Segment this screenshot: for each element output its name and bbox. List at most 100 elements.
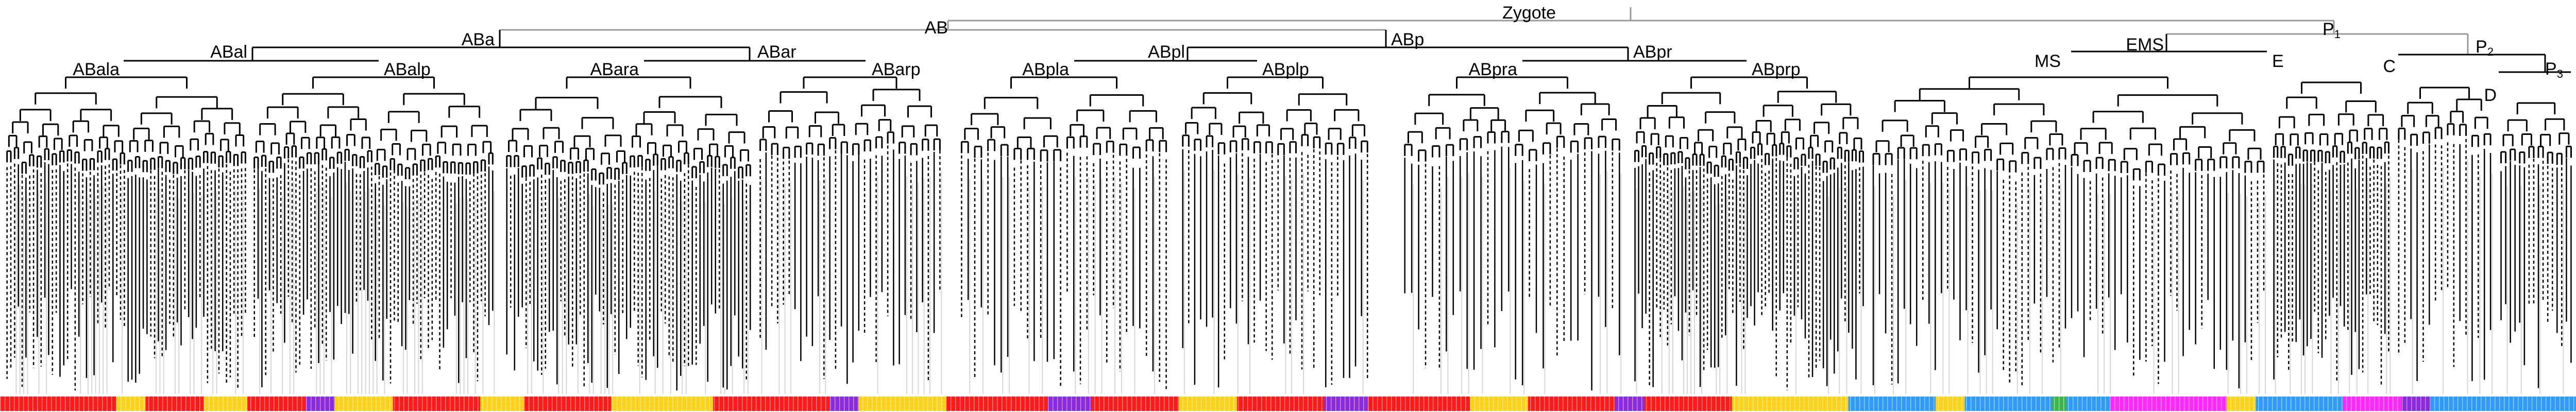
fate-cell-tick <box>1043 397 1044 411</box>
fate-cell-tick <box>352 397 353 411</box>
fate-cell-tick <box>816 397 817 411</box>
fate-segment <box>393 397 481 411</box>
fate-cell-tick <box>357 397 358 411</box>
fate-cell-tick <box>329 397 330 411</box>
fate-cell-tick <box>2068 397 2069 411</box>
fate-cell-tick <box>1284 397 1285 411</box>
fate-cell-tick <box>2304 397 2306 411</box>
fate-segment <box>1179 397 1238 411</box>
fate-cell-tick <box>927 397 928 411</box>
fate-cell-tick <box>1312 397 1313 411</box>
fate-cell-tick <box>2295 397 2296 411</box>
fate-cell-tick <box>811 397 812 411</box>
fate-cell-tick <box>148 397 149 411</box>
fate-cell-tick <box>1864 397 1865 411</box>
label-D: D <box>2484 85 2497 105</box>
fate-cell-tick <box>2360 397 2361 411</box>
fate-cell-tick <box>2374 397 2375 411</box>
fate-cell-tick <box>1270 397 1272 411</box>
fate-cell-tick <box>250 397 251 411</box>
fate-cell-tick <box>1108 397 1109 411</box>
fate-cell-tick <box>1321 397 1323 411</box>
fate-cell-tick <box>1632 397 1633 411</box>
fate-cell-tick <box>199 397 200 411</box>
node-labels: Zygote AB P1 ABa ABp EMS P2 ABal ABar AB… <box>73 3 2563 105</box>
fate-cell-tick <box>607 397 608 411</box>
fate-cell-tick <box>2063 397 2064 411</box>
fate-cell-tick <box>941 397 942 411</box>
fate-cell-tick <box>2513 397 2514 411</box>
fate-cell-tick <box>867 397 868 411</box>
fate-segment <box>2066 397 2111 411</box>
fate-cell-tick <box>2522 397 2523 411</box>
fate-cell-tick <box>1544 397 1545 411</box>
fate-cell-tick <box>343 397 344 411</box>
fate-segment <box>2430 397 2576 411</box>
fate-cell-tick <box>505 397 506 411</box>
fate-cell-tick <box>459 397 460 411</box>
fate-segment <box>2110 397 2227 411</box>
fate-cell-tick <box>380 397 381 411</box>
fate-segment <box>116 397 146 411</box>
fate-cell-tick <box>2272 397 2273 411</box>
label-zygote: Zygote <box>1502 3 1556 23</box>
fate-cell-tick <box>315 397 316 411</box>
fate-cell-tick <box>2054 397 2055 411</box>
fate-cell-tick <box>547 397 548 411</box>
fate-segment <box>1237 397 1325 411</box>
fate-cell-tick <box>417 397 418 411</box>
fate-cell-tick <box>2040 397 2041 411</box>
fate-cell-tick <box>760 397 761 411</box>
fate-cell-tick <box>2383 397 2384 411</box>
fate-cell-tick <box>992 397 993 411</box>
fate-cell-tick <box>1924 397 1925 411</box>
fate-cell-tick <box>1850 397 1851 411</box>
fate-cell-tick <box>1493 397 1494 411</box>
fate-segment <box>1936 397 1965 411</box>
fate-cell-tick <box>2425 397 2426 411</box>
fate-cell-tick <box>46 397 47 411</box>
fate-cell-tick <box>1136 397 1137 411</box>
fate-cell-tick <box>904 397 905 411</box>
fate-cell-tick <box>153 397 154 411</box>
fate-cell-tick <box>2485 397 2486 411</box>
fate-cell-tick <box>1451 397 1452 411</box>
fate-segment <box>1047 397 1092 411</box>
fate-cell-tick <box>1029 397 1030 411</box>
label-ABpl: ABpl <box>1148 42 1185 62</box>
fate-cell-tick <box>1896 397 1897 411</box>
fate-cell-tick <box>51 397 52 411</box>
fate-cell-tick <box>2179 397 2180 411</box>
label-P2: P2 <box>2476 37 2494 58</box>
fate-cell-tick <box>1349 397 1350 411</box>
label-MS: MS <box>2035 52 2061 71</box>
fate-cell-tick <box>2151 397 2153 411</box>
fate-cell-tick <box>278 397 279 411</box>
fate-segment <box>145 397 204 411</box>
fate-cell-tick <box>264 397 265 411</box>
fate-cell-tick <box>236 397 238 411</box>
label-ABara: ABara <box>590 60 639 79</box>
fate-cell-tick <box>2128 397 2129 411</box>
fate-cell-tick <box>1808 397 1809 411</box>
fate-cell-tick <box>1873 397 1874 411</box>
fate-cell-tick <box>955 397 956 411</box>
fate-cell-tick <box>570 397 571 411</box>
fate-cell-tick <box>2221 397 2222 411</box>
fate-cell-tick <box>2258 397 2259 411</box>
label-ABpra: ABpra <box>1469 60 1518 79</box>
fate-cell-tick <box>751 397 752 411</box>
fate-cell-tick <box>2420 397 2421 411</box>
fate-cell-tick <box>1238 397 1239 411</box>
fate-segment <box>247 397 306 411</box>
fate-cell-tick <box>0 397 1 411</box>
fate-cell-tick <box>2318 397 2319 411</box>
fate-cell-tick <box>2323 397 2324 411</box>
fate-cell-tick <box>913 397 914 411</box>
label-E: E <box>2272 52 2284 71</box>
fate-cell-tick <box>1998 397 1999 411</box>
fate-cell-tick <box>162 397 163 411</box>
fate-cell-tick <box>663 397 664 411</box>
fate-cell-tick <box>2012 397 2013 411</box>
fate-cell-tick <box>765 397 766 411</box>
